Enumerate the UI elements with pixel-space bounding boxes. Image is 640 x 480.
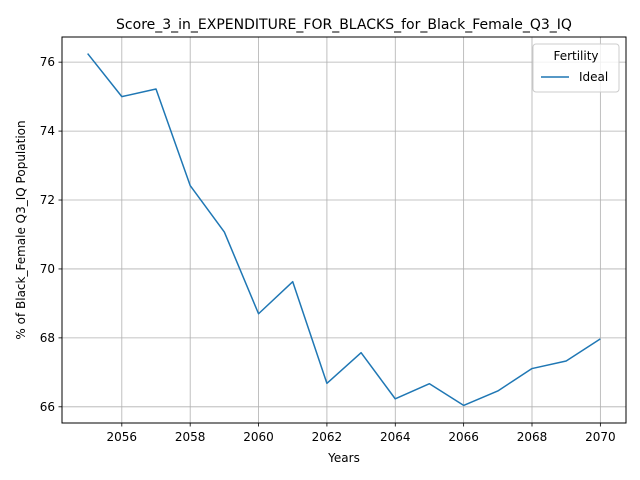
- legend-title: Fertility: [553, 49, 598, 63]
- y-axis-label: % of Black_Female Q3_IQ Population: [14, 120, 28, 339]
- x-tick-label: 2064: [380, 430, 411, 444]
- plot-frame: [61, 36, 627, 424]
- y-tick-label: 66: [40, 400, 55, 414]
- x-tick-label: 2058: [175, 430, 206, 444]
- grid-lines: [62, 37, 626, 423]
- legend: Fertility Ideal: [532, 43, 620, 93]
- y-tick-label: 68: [40, 331, 55, 345]
- x-tick-label: 2056: [107, 430, 138, 444]
- y-tick-label: 70: [40, 262, 55, 276]
- x-tick-label: 2068: [517, 430, 548, 444]
- y-tick-label: 72: [40, 193, 55, 207]
- legend-box: [532, 43, 620, 93]
- legend-label-ideal: Ideal: [579, 70, 608, 84]
- y-tick-label: 74: [40, 124, 55, 138]
- series-layer: [87, 53, 601, 407]
- chart-title: Score_3_in_EXPENDITURE_FOR_BLACKS_for_Bl…: [116, 17, 572, 33]
- series-line-ideal: [87, 53, 601, 407]
- x-tick-label: 2060: [243, 430, 274, 444]
- x-axis-label: Years: [327, 451, 360, 465]
- axis-ticks: 2056 2058 2060 2062 2064 2066 2068 2070 66 68 70 72…: [40, 55, 616, 444]
- x-tick-label: 2070: [585, 430, 616, 444]
- x-tick-label: 2066: [448, 430, 479, 444]
- y-tick-label: 76: [40, 55, 55, 69]
- x-tick-label: 2062: [312, 430, 343, 444]
